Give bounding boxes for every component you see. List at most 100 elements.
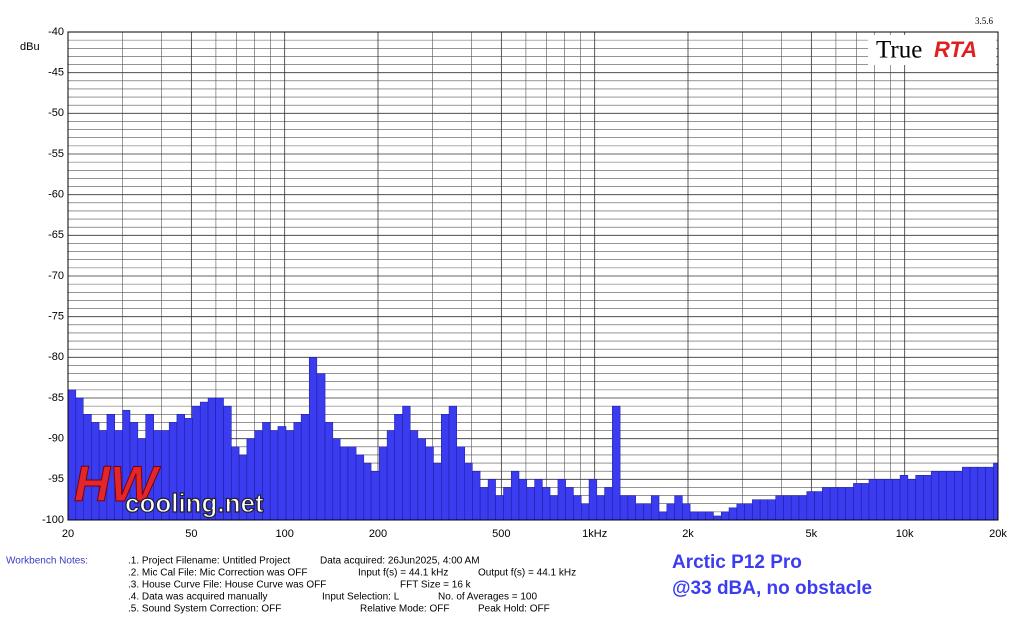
bar — [713, 515, 722, 521]
x-tick-label: 500 — [492, 528, 510, 540]
bar — [923, 475, 932, 521]
bar — [495, 495, 504, 521]
y-tick-label: -70 — [48, 270, 64, 282]
note-text: .4. Data was acquired manually — [128, 592, 268, 603]
note-text: Peak Hold: OFF — [478, 604, 550, 615]
bar — [658, 511, 668, 521]
annotation: @33 dBA, no obstacle — [672, 578, 872, 599]
bar — [822, 487, 831, 521]
note-text: Input Selection: L — [322, 592, 400, 603]
version: 3.5.6 — [975, 16, 994, 26]
note-text: Relative Mode: OFF — [360, 604, 449, 615]
bar — [526, 487, 535, 521]
bar — [269, 430, 279, 521]
x-tick-label: 10k — [896, 528, 914, 540]
bar — [370, 470, 380, 521]
bar — [728, 507, 738, 521]
bar — [682, 503, 691, 521]
bar — [510, 470, 520, 521]
bar — [705, 511, 714, 521]
bar — [363, 462, 372, 521]
bar — [853, 483, 862, 521]
bar — [503, 487, 512, 521]
bar — [775, 495, 784, 521]
y-tick-label: -50 — [48, 107, 64, 119]
annotation: Arctic P12 Pro — [672, 552, 802, 573]
bar — [674, 495, 683, 521]
bar — [736, 503, 745, 521]
bar — [697, 511, 706, 521]
bar — [347, 446, 357, 521]
bar — [479, 487, 489, 521]
bar — [962, 466, 971, 521]
bar — [417, 438, 426, 521]
x-tick-label: 2k — [682, 528, 694, 540]
bar — [969, 466, 979, 521]
y-tick-label: -65 — [48, 229, 64, 241]
watermark-hw: HW — [74, 456, 161, 512]
bar — [868, 479, 878, 521]
note-text: Input f(s) = 44.1 kHz — [358, 568, 448, 579]
note-text: FFT Size = 16 k — [400, 580, 472, 591]
bar — [689, 511, 699, 521]
bar — [425, 446, 434, 521]
y-tick-label: -90 — [48, 433, 64, 445]
bar — [277, 426, 287, 521]
bar — [720, 511, 730, 521]
bar — [930, 470, 940, 521]
bar — [573, 495, 582, 521]
bar — [790, 495, 800, 521]
x-tick-label: 200 — [369, 528, 387, 540]
logo-true: True — [876, 37, 922, 64]
x-tick-label: 100 — [276, 528, 294, 540]
note-text: No. of Averages = 100 — [438, 592, 537, 603]
bar — [798, 495, 808, 521]
y-tick-label: -75 — [48, 311, 64, 323]
bar — [433, 462, 442, 521]
note-text: .2. Mic Cal File: Mic Correction was OFF — [128, 568, 307, 579]
x-tick-label: 50 — [185, 528, 197, 540]
bar — [448, 405, 458, 521]
bar — [977, 466, 986, 521]
bar — [627, 495, 636, 521]
bar — [464, 462, 473, 521]
x-tick-label: 20k — [989, 528, 1007, 540]
bar — [534, 479, 543, 521]
bar — [588, 479, 598, 521]
bar — [993, 462, 999, 521]
bar — [379, 446, 388, 521]
bar — [814, 491, 823, 521]
bar — [985, 466, 994, 521]
bar — [518, 479, 528, 521]
y-tick-label: -80 — [48, 351, 64, 363]
bar — [487, 479, 496, 521]
bar — [285, 430, 295, 521]
bar — [542, 487, 551, 521]
bar — [355, 454, 365, 521]
bar — [316, 373, 326, 521]
bar — [884, 479, 893, 521]
bar — [619, 495, 629, 521]
bar — [557, 479, 566, 521]
note-text: Output f(s) = 44.1 kHz — [478, 568, 576, 579]
bar — [332, 438, 341, 521]
bar — [752, 499, 761, 521]
y-axis-label: dBu — [20, 41, 40, 53]
y-tick-label: -95 — [48, 473, 64, 485]
bar — [308, 357, 318, 521]
bar — [472, 470, 481, 521]
bar — [806, 491, 815, 521]
y-tick-label: -40 — [48, 26, 64, 38]
bar — [604, 487, 613, 521]
bar — [394, 414, 403, 521]
x-tick-label: 20 — [62, 528, 74, 540]
bar — [580, 503, 590, 521]
plot — [67, 31, 999, 521]
bar — [946, 470, 955, 521]
logo-box — [868, 35, 996, 65]
bar — [938, 470, 948, 521]
bar — [441, 414, 450, 521]
bar — [293, 422, 302, 521]
bar — [635, 503, 644, 521]
